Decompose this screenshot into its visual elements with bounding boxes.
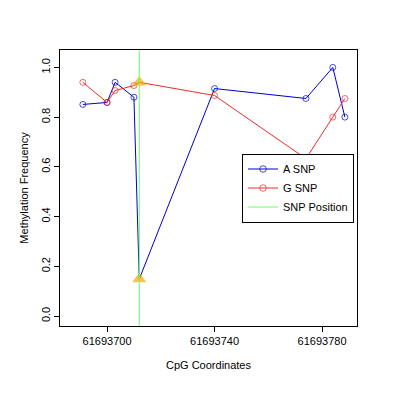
svg-text:A SNP: A SNP [283,163,315,175]
svg-text:0.8: 0.8 [40,108,52,123]
svg-text:0.6: 0.6 [40,158,52,173]
svg-text:0.2: 0.2 [40,257,52,272]
svg-text:G SNP: G SNP [283,182,317,194]
svg-text:1.0: 1.0 [40,58,52,73]
svg-text:0.4: 0.4 [40,207,52,222]
svg-text:61693740: 61693740 [190,335,239,347]
svg-text:CpG Coordinates: CpG Coordinates [166,359,251,371]
svg-text:SNP Position: SNP Position [283,201,348,213]
svg-text:0.0: 0.0 [40,307,52,322]
svg-text:61693780: 61693780 [298,335,347,347]
svg-text:Methylation Frequency: Methylation Frequency [18,132,30,244]
svg-text:61693700: 61693700 [83,335,132,347]
